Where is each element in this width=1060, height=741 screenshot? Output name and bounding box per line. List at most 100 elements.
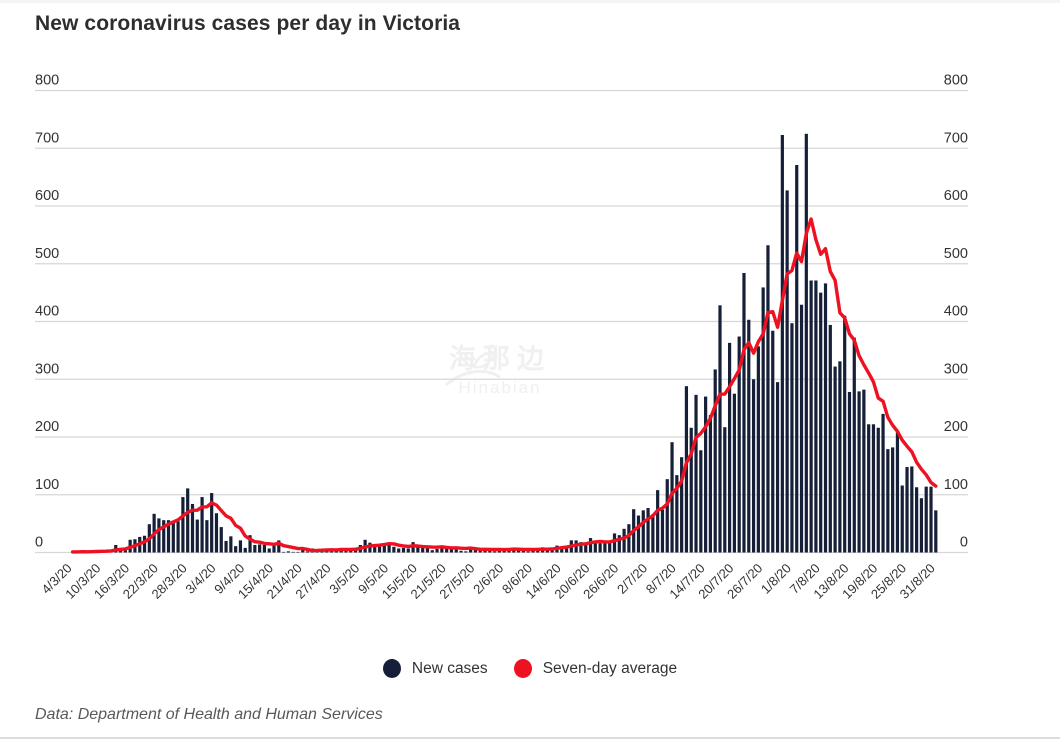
y-axis-label-right: 0 — [960, 535, 968, 551]
gridlines — [35, 89, 968, 554]
new-cases-bar — [780, 134, 784, 553]
new-cases-bar — [397, 548, 401, 553]
new-cases-bar — [205, 520, 209, 553]
new-cases-bar — [819, 292, 823, 553]
new-cases-bar — [195, 519, 199, 553]
new-cases-legend-dot — [382, 659, 401, 678]
chart-title: New coronavirus cases per day in Victori… — [35, 12, 461, 35]
new-cases-bar — [473, 549, 478, 553]
y-axis-label-left: 200 — [35, 419, 59, 435]
new-cases-bar — [526, 551, 530, 553]
new-cases-bar — [761, 287, 765, 553]
y-axis-label-right: 200 — [944, 419, 968, 435]
new-cases-bar — [166, 520, 171, 553]
new-cases-bar — [612, 533, 617, 553]
new-cases-bar — [272, 544, 276, 553]
new-cases-bar — [680, 457, 684, 553]
new-cases-bar — [881, 413, 885, 553]
new-cases-bar — [656, 490, 660, 553]
new-cases-bar — [430, 550, 434, 553]
y-axis-label-left: 500 — [35, 246, 59, 262]
new-cases-bar — [469, 547, 473, 553]
new-cases-bar — [617, 535, 621, 553]
new-cases-bar — [775, 382, 780, 553]
new-cases-bar — [915, 487, 919, 553]
new-cases-bar — [814, 280, 818, 553]
new-cases-bar — [833, 366, 837, 553]
new-cases-bar — [248, 535, 252, 553]
new-cases-bar — [823, 283, 828, 553]
new-cases-bar — [282, 551, 286, 553]
new-cases-bar — [521, 550, 525, 553]
seven-day-average-legend-dot — [513, 659, 532, 678]
new-cases-bars — [71, 133, 938, 553]
x-axis-label: 1/8/20 — [758, 561, 794, 597]
y-axis-label-right: 300 — [944, 361, 968, 377]
y-axis-label-right: 800 — [944, 73, 968, 89]
new-cases-bar — [497, 550, 502, 553]
y-axis-label-left: 800 — [35, 73, 59, 89]
new-cases-bar — [718, 305, 722, 553]
new-cases-bar — [286, 551, 290, 553]
new-cases-bar — [627, 524, 631, 553]
x-axis-labels: 4/3/2010/3/2016/3/2022/3/2028/3/203/4/20… — [39, 561, 938, 602]
new-cases-bar — [747, 319, 751, 553]
y-axis-label-right: 500 — [944, 246, 968, 262]
y-axis-label-right: 600 — [944, 188, 968, 204]
new-cases-bar — [162, 520, 166, 553]
bottom-divider — [0, 737, 1060, 739]
new-cases-bar — [142, 535, 147, 553]
new-cases-bar — [176, 521, 180, 553]
new-cases-bar — [723, 427, 727, 553]
new-cases-bar — [742, 272, 746, 553]
new-cases-bar — [258, 544, 262, 553]
new-cases-bar — [910, 466, 914, 553]
new-cases-bar — [416, 545, 420, 553]
new-cases-bar — [421, 547, 425, 553]
new-cases-bar — [373, 544, 377, 553]
new-cases-bar — [382, 544, 386, 553]
new-cases-bar — [234, 546, 238, 553]
new-cases-bar — [924, 486, 928, 553]
new-cases-bar — [867, 424, 871, 553]
y-axis-label-left: 100 — [35, 477, 59, 493]
new-cases-bar — [157, 518, 161, 553]
new-cases-bar — [435, 549, 439, 553]
new-cases-bar — [171, 520, 175, 553]
new-cases-bar — [267, 548, 271, 553]
new-cases-bar — [852, 337, 856, 553]
new-cases-bar — [229, 536, 233, 553]
new-cases-bar — [190, 503, 195, 553]
x-axis-label: 2/7/20 — [614, 561, 650, 597]
y-axis-label-left: 400 — [35, 304, 59, 320]
x-axis-label: 3/4/20 — [182, 561, 218, 597]
new-cases-bar — [445, 546, 449, 553]
top-divider — [0, 0, 1060, 3]
new-cases-bar — [891, 447, 895, 553]
new-cases-bar — [579, 542, 583, 553]
y-axis-label-left: 300 — [35, 361, 59, 377]
new-cases-bar — [464, 551, 468, 553]
new-cases-bar — [675, 475, 679, 553]
new-cases-bar — [593, 541, 597, 553]
new-cases-bar — [689, 427, 693, 553]
new-cases-bar — [843, 315, 847, 553]
new-cases-bar — [608, 540, 612, 553]
new-cases-bar — [516, 549, 521, 553]
new-cases-bar — [694, 394, 698, 553]
new-cases-bar — [660, 509, 665, 553]
legend: New cases Seven-day average — [0, 659, 1060, 678]
new-cases-bar — [406, 548, 410, 553]
legend-item-new-cases: New cases — [382, 659, 488, 678]
y-axis-label-right: 700 — [944, 130, 968, 146]
new-cases-bar — [200, 497, 204, 553]
y-axis-label-left: 700 — [35, 130, 59, 146]
new-cases-bar — [214, 513, 219, 553]
new-cases-bar — [377, 546, 382, 553]
new-cases-bar — [253, 544, 257, 553]
seven-day-average-legend-label: Seven-day average — [542, 659, 678, 677]
new-cases-bar — [622, 528, 626, 553]
new-cases-bar — [449, 549, 454, 553]
new-cases-bar — [795, 165, 799, 553]
new-cases-bar — [708, 415, 713, 553]
